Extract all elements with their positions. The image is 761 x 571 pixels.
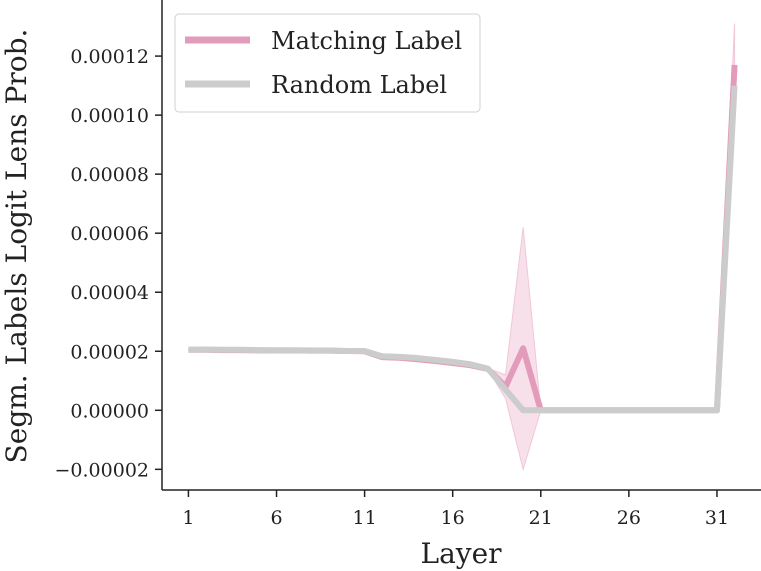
x-tick-label: 21 — [529, 507, 553, 529]
legend-label-matching-label: Matching Label — [271, 27, 462, 55]
x-ticks: 1 6 11 16 21 26 31 — [182, 490, 729, 529]
y-tick-label: 0.00002 — [70, 341, 149, 363]
series-line-random-label — [188, 85, 738, 414]
points-matching-label — [188, 64, 735, 410]
legend-frame — [174, 13, 481, 113]
legend: Matching Label Random Label — [174, 13, 481, 113]
x-tick-label: 16 — [441, 507, 465, 529]
y-tick-label: 0.00008 — [70, 164, 149, 186]
legend-label-random-label: Random Label — [271, 71, 447, 99]
y-tick-label: 0.00000 — [70, 400, 149, 422]
y-tick-label: 0.00012 — [70, 46, 149, 68]
y-tick-label: 0.00010 — [70, 105, 149, 127]
plot-area — [187, 23, 738, 472]
y-tick-label: 0.00004 — [70, 282, 149, 304]
y-tick-label: 0.00006 — [70, 223, 149, 245]
y-tick-label: −0.00002 — [55, 459, 150, 481]
x-tick-label: 1 — [182, 507, 194, 529]
y-ticks: −0.00002 0.00000 0.00002 0.00004 0.00006 0.00… — [55, 46, 162, 481]
x-tick-label: 11 — [353, 507, 377, 529]
series-line-matching-label — [188, 64, 738, 414]
y-axis-label: Segm. Labels Logit Lens Prob. — [0, 29, 33, 464]
x-tick-label: 26 — [617, 507, 641, 529]
x-tick-label: 6 — [270, 507, 282, 529]
x-axis-label: Layer — [420, 537, 502, 570]
x-tick-label: 31 — [705, 507, 729, 529]
